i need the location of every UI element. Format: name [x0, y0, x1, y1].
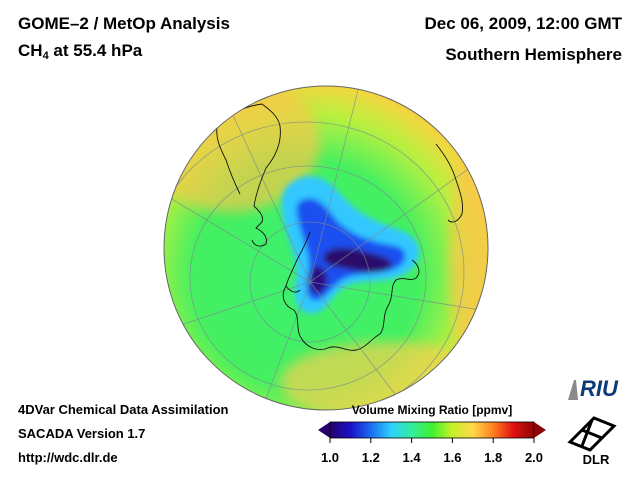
dlr-mark-icon: [567, 416, 617, 452]
dlr-text: DLR: [583, 452, 610, 467]
colorbar-high-arrow: [534, 422, 546, 438]
riu-logo: RIU: [568, 376, 619, 401]
graticule: [164, 86, 488, 410]
south-america-west: [216, 121, 241, 195]
url-link[interactable]: http://wdc.dlr.de: [18, 450, 118, 465]
colorbar: 1.0 1.2 1.4 1.6 1.8 2.0: [318, 421, 546, 465]
version-label: SACADA Version 1.7: [18, 426, 146, 441]
colorbar-tick-label: 1.8: [484, 450, 502, 465]
globe-map: [163, 85, 489, 411]
south-america-coast: [217, 103, 281, 247]
antarctica-east: [395, 259, 420, 281]
colorbar-tick-label: 1.6: [443, 450, 461, 465]
africa-coast: [435, 143, 463, 223]
colorbar-low-arrow: [318, 422, 330, 438]
colorbar-scale: [329, 421, 535, 439]
pressure-level: at 55.4 hPa: [48, 41, 143, 60]
dlr-logo: DLR: [567, 416, 617, 467]
riu-mark-icon: [568, 380, 578, 400]
colorbar-tick-label: 1.4: [403, 450, 422, 465]
region-label: Southern Hemisphere: [445, 45, 622, 64]
island: [459, 125, 469, 141]
colorbar-tick-label: 1.0: [321, 450, 339, 465]
colorbar-title: Volume Mixing Ratio [ppmv]: [351, 403, 513, 417]
antarctic-peninsula: [285, 231, 311, 293]
species-subscript: 4: [42, 50, 49, 62]
species-name: CH: [18, 41, 43, 60]
vortex-core: [323, 247, 392, 273]
colorbar-tick-label: 2.0: [525, 450, 543, 465]
antarctica-coast: [282, 279, 397, 351]
yellow-right-ring: [450, 142, 488, 382]
title-line1: GOME–2 / MetOp Analysis: [18, 14, 230, 33]
date-label: Dec 06, 2009, 12:00 GMT: [424, 14, 622, 33]
vortex-core-left: [309, 266, 327, 294]
globe-outline: [163, 85, 489, 411]
title-line2: CH4 at 55.4 hPa: [18, 41, 142, 62]
method-label: 4DVar Chemical Data Assimilation: [18, 402, 229, 417]
colorbar-tick-label: 1.2: [362, 450, 380, 465]
riu-text: RIU: [580, 376, 619, 401]
